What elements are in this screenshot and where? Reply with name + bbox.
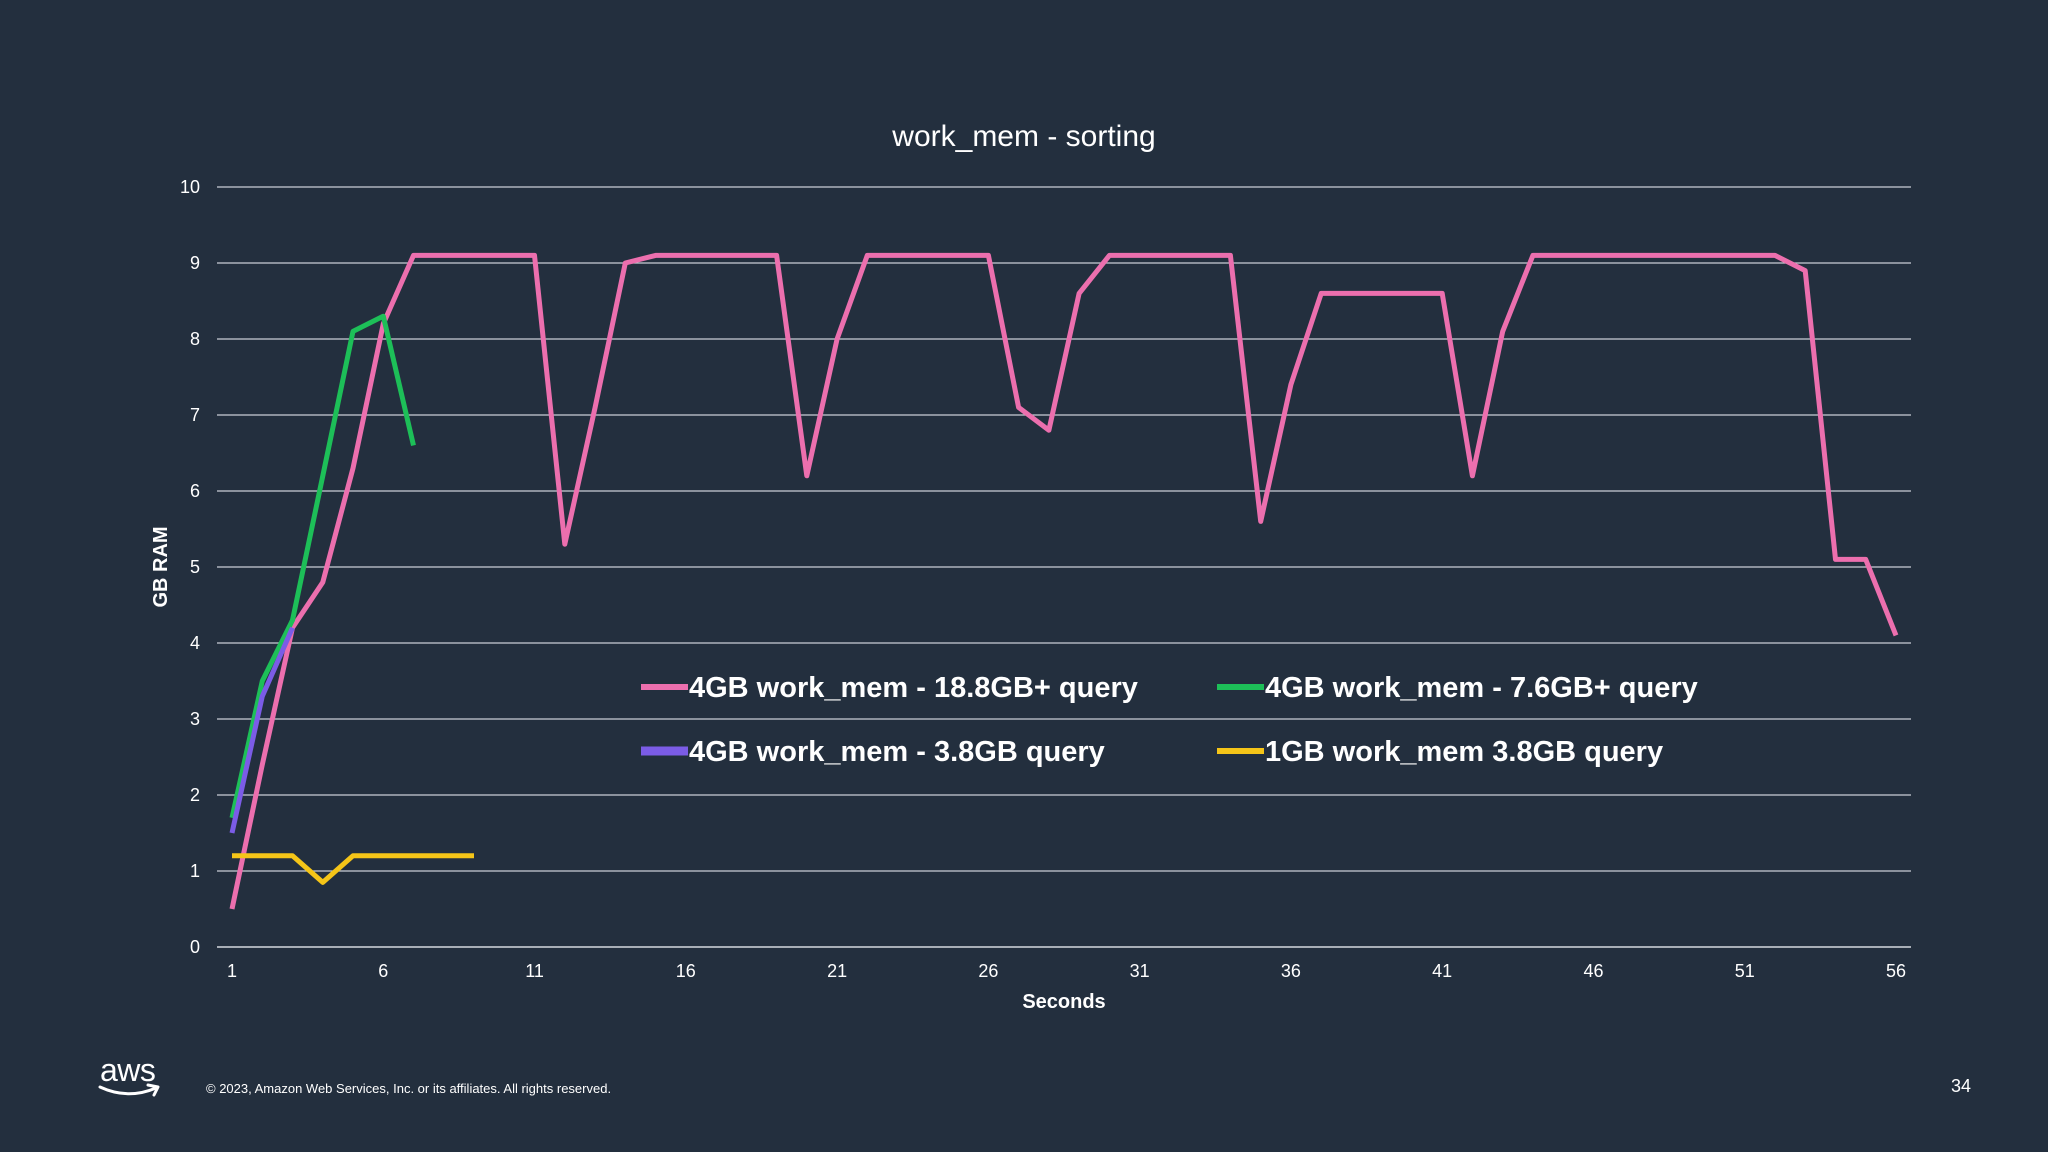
page-number: 34 <box>1950 1076 1971 1096</box>
x-tick-label: 46 <box>1583 961 1603 981</box>
legend-label: 4GB work_mem - 3.8GB query <box>689 736 1105 768</box>
aws-smile-icon <box>98 1083 160 1097</box>
chart-title: work_mem - sorting <box>891 120 1155 153</box>
x-axis-title: Seconds <box>1022 991 1105 1013</box>
x-tick-label: 56 <box>1886 961 1906 981</box>
y-tick-label: 0 <box>190 937 200 957</box>
x-tick-label: 26 <box>978 961 998 981</box>
series-line <box>232 853 474 885</box>
x-tick-label: 36 <box>1281 961 1301 981</box>
copyright-text: © 2023, Amazon Web Services, Inc. or its… <box>206 1081 612 1096</box>
x-tick-label: 11 <box>525 961 544 981</box>
y-tick-label: 6 <box>190 481 200 501</box>
aws-logo: aws <box>98 1052 164 1102</box>
y-tick-label: 9 <box>190 253 200 273</box>
x-tick-label: 6 <box>378 961 388 981</box>
y-tick-label: 3 <box>190 709 200 729</box>
gridlines <box>217 186 1911 948</box>
x-tick-label: 51 <box>1735 961 1755 981</box>
y-tick-label: 1 <box>190 861 200 881</box>
legend-label: 1GB work_mem 3.8GB query <box>1265 736 1663 768</box>
y-tick-label: 7 <box>190 405 200 425</box>
legend: 4GB work_mem - 18.8GB+ query 4GB work_mem… <box>641 672 1698 768</box>
y-tick-label: 8 <box>190 329 200 349</box>
aws-logo-text: aws <box>100 1052 156 1088</box>
x-tick-label: 1 <box>227 961 237 981</box>
legend-label: 4GB work_mem - 18.8GB+ query <box>689 672 1138 704</box>
y-tick-label: 5 <box>190 557 200 577</box>
legend-label: 4GB work_mem - 7.6GB+ query <box>1265 672 1698 704</box>
y-tick-label: 4 <box>190 633 200 653</box>
x-tick-labels: 1 6 11 16 21 26 31 36 41 46 51 56 <box>227 961 1906 981</box>
x-tick-label: 31 <box>1130 961 1150 981</box>
series-line <box>229 252 1899 910</box>
x-tick-label: 21 <box>827 961 847 981</box>
x-tick-label: 41 <box>1432 961 1452 981</box>
y-tick-label: 10 <box>180 177 200 197</box>
series-lines <box>229 252 1899 910</box>
y-tick-label: 2 <box>190 785 200 805</box>
y-tick-labels: 0 1 2 3 4 5 6 7 8 9 10 <box>180 177 200 957</box>
y-axis-title: GB RAM <box>150 526 172 607</box>
series-line <box>229 626 295 834</box>
series-line <box>229 313 416 819</box>
x-tick-label: 16 <box>676 961 696 981</box>
